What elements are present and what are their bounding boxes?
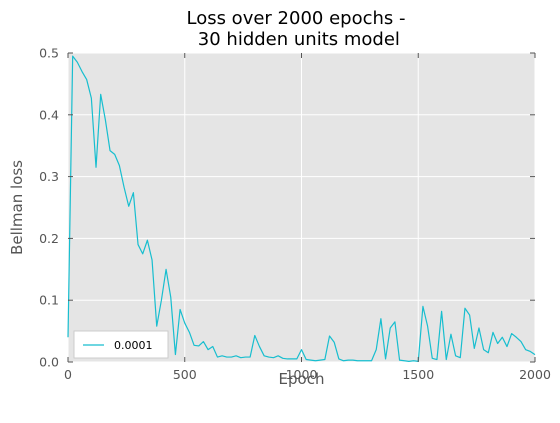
y-tick-label: 0.2 [39,231,59,246]
y-tick-label: 0.1 [39,293,59,308]
y-tick-label: 0.5 [39,46,59,61]
legend-label: 0.0001 [114,339,153,352]
x-tick-label: 2000 [519,367,551,382]
series-layer [67,55,536,362]
y-axis-label: Bellman loss [8,160,26,255]
chart-title-line: 30 hidden units model [192,29,400,50]
y-tick-label: 0.4 [39,107,59,122]
x-tick-label: 500 [173,367,197,382]
x-tick-label: 0 [64,367,72,382]
y-tick-label: 0.3 [39,169,59,184]
y-tick-label: 0.0 [39,355,59,370]
chart-title: Loss over 2000 epochs - 30 hidden units … [186,8,405,50]
x-tick-label: 1000 [286,367,318,382]
series-line [67,55,536,362]
chart-title-line: Loss over 2000 epochs - [186,8,405,29]
x-axis-label: Epoch [279,370,325,388]
x-tick-label: 1500 [402,367,434,382]
legend: 0.0001 [73,330,169,359]
axis-ticks: 0 500 1000 1500 2000 0.0 0.1 0.2 0.3 0.4 0.5 [39,46,551,383]
